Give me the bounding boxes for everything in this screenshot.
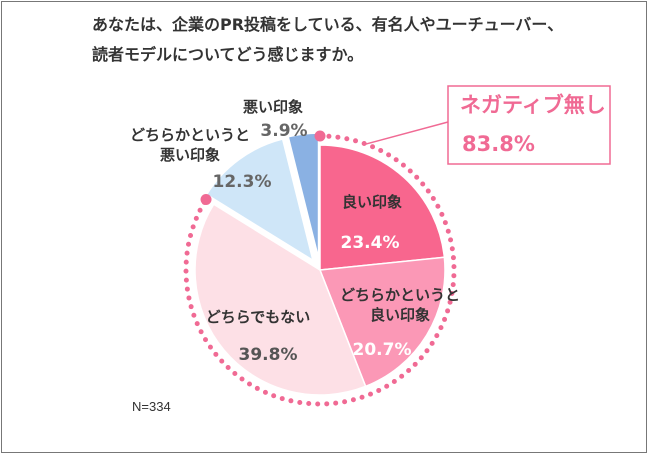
slice-value-3: 12.3%: [213, 172, 272, 192]
annotation-arc-start-dot: [314, 130, 326, 142]
slice-value-4: 3.9%: [260, 121, 307, 141]
slice-label-0-line-0: 良い印象: [342, 193, 402, 211]
question-line-1: あなたは、企業のPR投稿をしている、有名人やユーチューバー、: [92, 15, 564, 34]
slice-somewhat-good: [318, 256, 446, 388]
slice-label-1-line-0: どちらかというと: [340, 286, 460, 304]
annotation-box: [447, 85, 611, 165]
annotation-label: ネガティブ無し: [460, 93, 606, 117]
slice-good: [319, 144, 446, 271]
slice-value-0: 23.4%: [341, 233, 400, 253]
slice-label-3-line-1: 悪い印象: [160, 146, 220, 164]
annotation-leader-line: [365, 121, 449, 145]
annotation-dotted-arc: [183, 133, 457, 407]
annotation-value: 83.8%: [462, 132, 535, 156]
annotation-arc-end-dot: [200, 194, 212, 206]
slice-label-1-line-1: 良い印象: [370, 306, 430, 324]
survey-question: あなたは、企業のPR投稿をしている、有名人やユーチューバー、 読者モデルについて…: [92, 10, 632, 70]
slice-label-2-line-0: どちらでもない: [206, 308, 311, 326]
slice-label-4-line-0: 悪い印象: [243, 98, 303, 116]
slice-label-3-line-0: どちらかというと: [130, 126, 250, 144]
slice-somewhat-bad: [205, 138, 315, 262]
slice-value-2: 39.8%: [239, 345, 298, 365]
slice-neither: [194, 203, 367, 396]
slice-value-1: 20.7%: [353, 340, 412, 360]
sample-size: N=334: [132, 399, 171, 414]
question-line-2: 読者モデルについてどう感じますか。: [92, 45, 364, 64]
